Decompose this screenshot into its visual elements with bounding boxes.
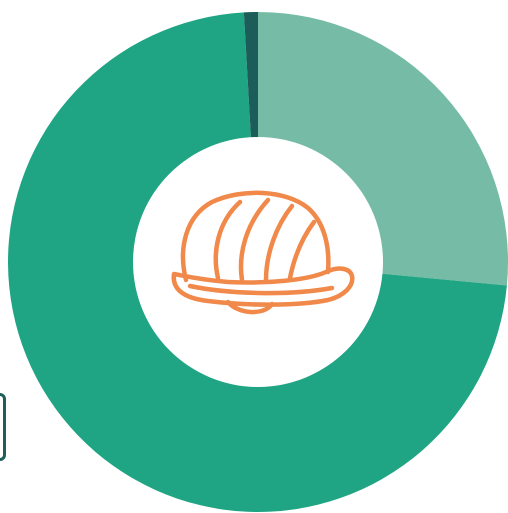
center-disc	[133, 137, 383, 387]
hard-hat-icon	[171, 190, 355, 315]
side-tab-handle	[0, 393, 6, 461]
